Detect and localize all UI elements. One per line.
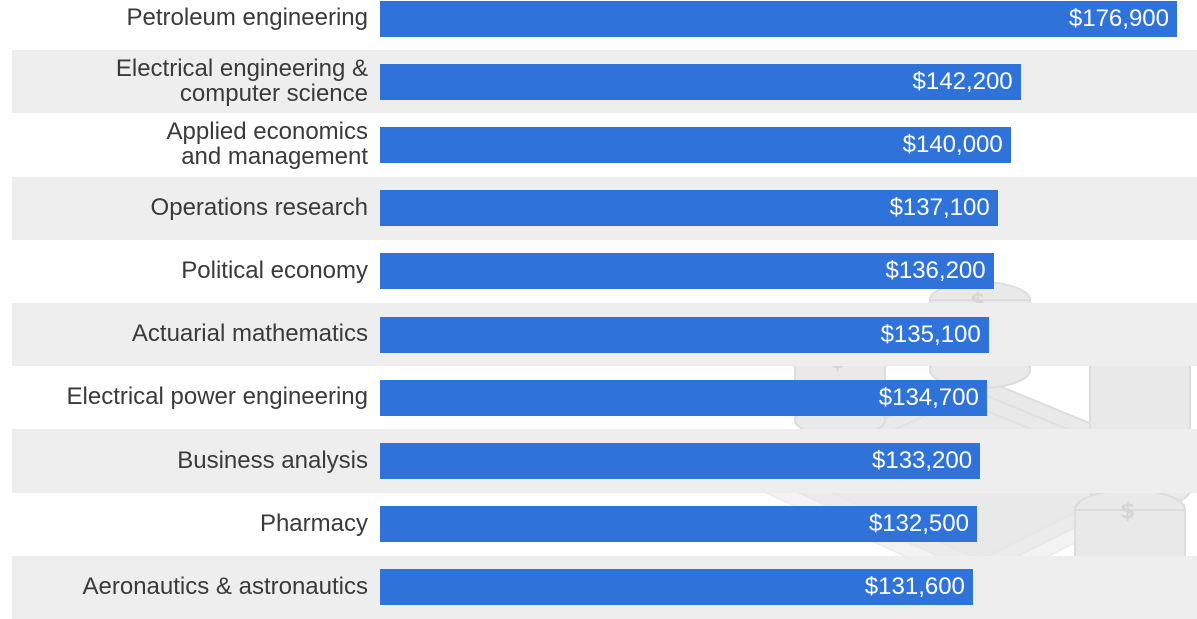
- category-label: Electrical engineering & computer scienc…: [115, 54, 368, 107]
- bar: [380, 569, 973, 606]
- bar: [380, 443, 981, 479]
- bar-value-label: $142,200: [912, 67, 1013, 95]
- bar: [380, 0, 1177, 37]
- bar-value-label: $140,000: [902, 131, 1003, 158]
- bar: [380, 253, 994, 290]
- bar-value-label: $131,600: [864, 573, 965, 601]
- svg-text:$: $: [1120, 499, 1135, 524]
- bar-value-label: $132,500: [868, 510, 969, 538]
- bar: [380, 379, 987, 416]
- bar: [380, 190, 998, 227]
- category-label: Operations research: [150, 193, 368, 221]
- category-label: Pharmacy: [259, 509, 368, 537]
- category-label: Electrical power engineering: [66, 383, 369, 411]
- category-label: Petroleum engineering: [126, 4, 369, 32]
- bar-value-label: $133,200: [872, 447, 973, 474]
- category-label: Business analysis: [177, 446, 368, 474]
- bar-value-label: $134,700: [878, 383, 979, 411]
- bar-value-label: $136,200: [885, 257, 986, 285]
- category-label: Actuarial mathematics: [131, 320, 368, 348]
- bar-value-label: $176,900: [1068, 4, 1169, 32]
- category-label: Political economy: [181, 256, 368, 284]
- bar-value-label: $135,100: [880, 320, 981, 348]
- bar: [380, 506, 977, 543]
- bar: [380, 127, 1011, 163]
- bar: [380, 316, 989, 353]
- category-label: Aeronautics & astronautics: [82, 572, 368, 600]
- bar-value-label: $137,100: [889, 194, 990, 222]
- category-label: Applied economics and management: [166, 118, 368, 170]
- bar: [380, 63, 1021, 100]
